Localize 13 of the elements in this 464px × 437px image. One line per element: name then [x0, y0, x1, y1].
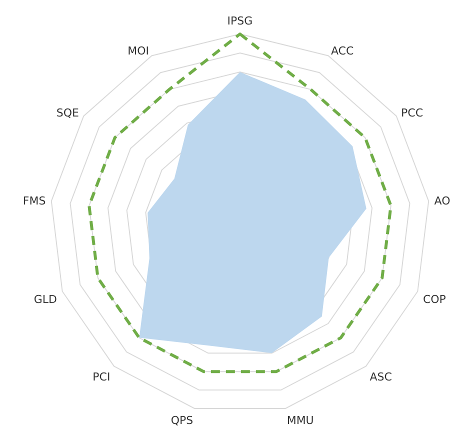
- spoke-label: GLD: [34, 293, 58, 306]
- spoke-label: FMS: [22, 194, 46, 208]
- spoke-label: PCI: [92, 370, 110, 384]
- spoke-label: MMU: [286, 414, 314, 427]
- spoke-label: COP: [422, 293, 446, 306]
- spoke-label: ASC: [370, 370, 392, 384]
- spoke-label: QPS: [170, 414, 194, 427]
- spoke-label: ACC: [330, 44, 354, 58]
- spoke-label: IPSG: [227, 14, 253, 28]
- spoke-label: AO: [434, 194, 451, 208]
- spoke-label: PCC: [401, 106, 424, 120]
- spoke-label: SQE: [56, 106, 79, 120]
- spoke-label: MOI: [128, 44, 150, 58]
